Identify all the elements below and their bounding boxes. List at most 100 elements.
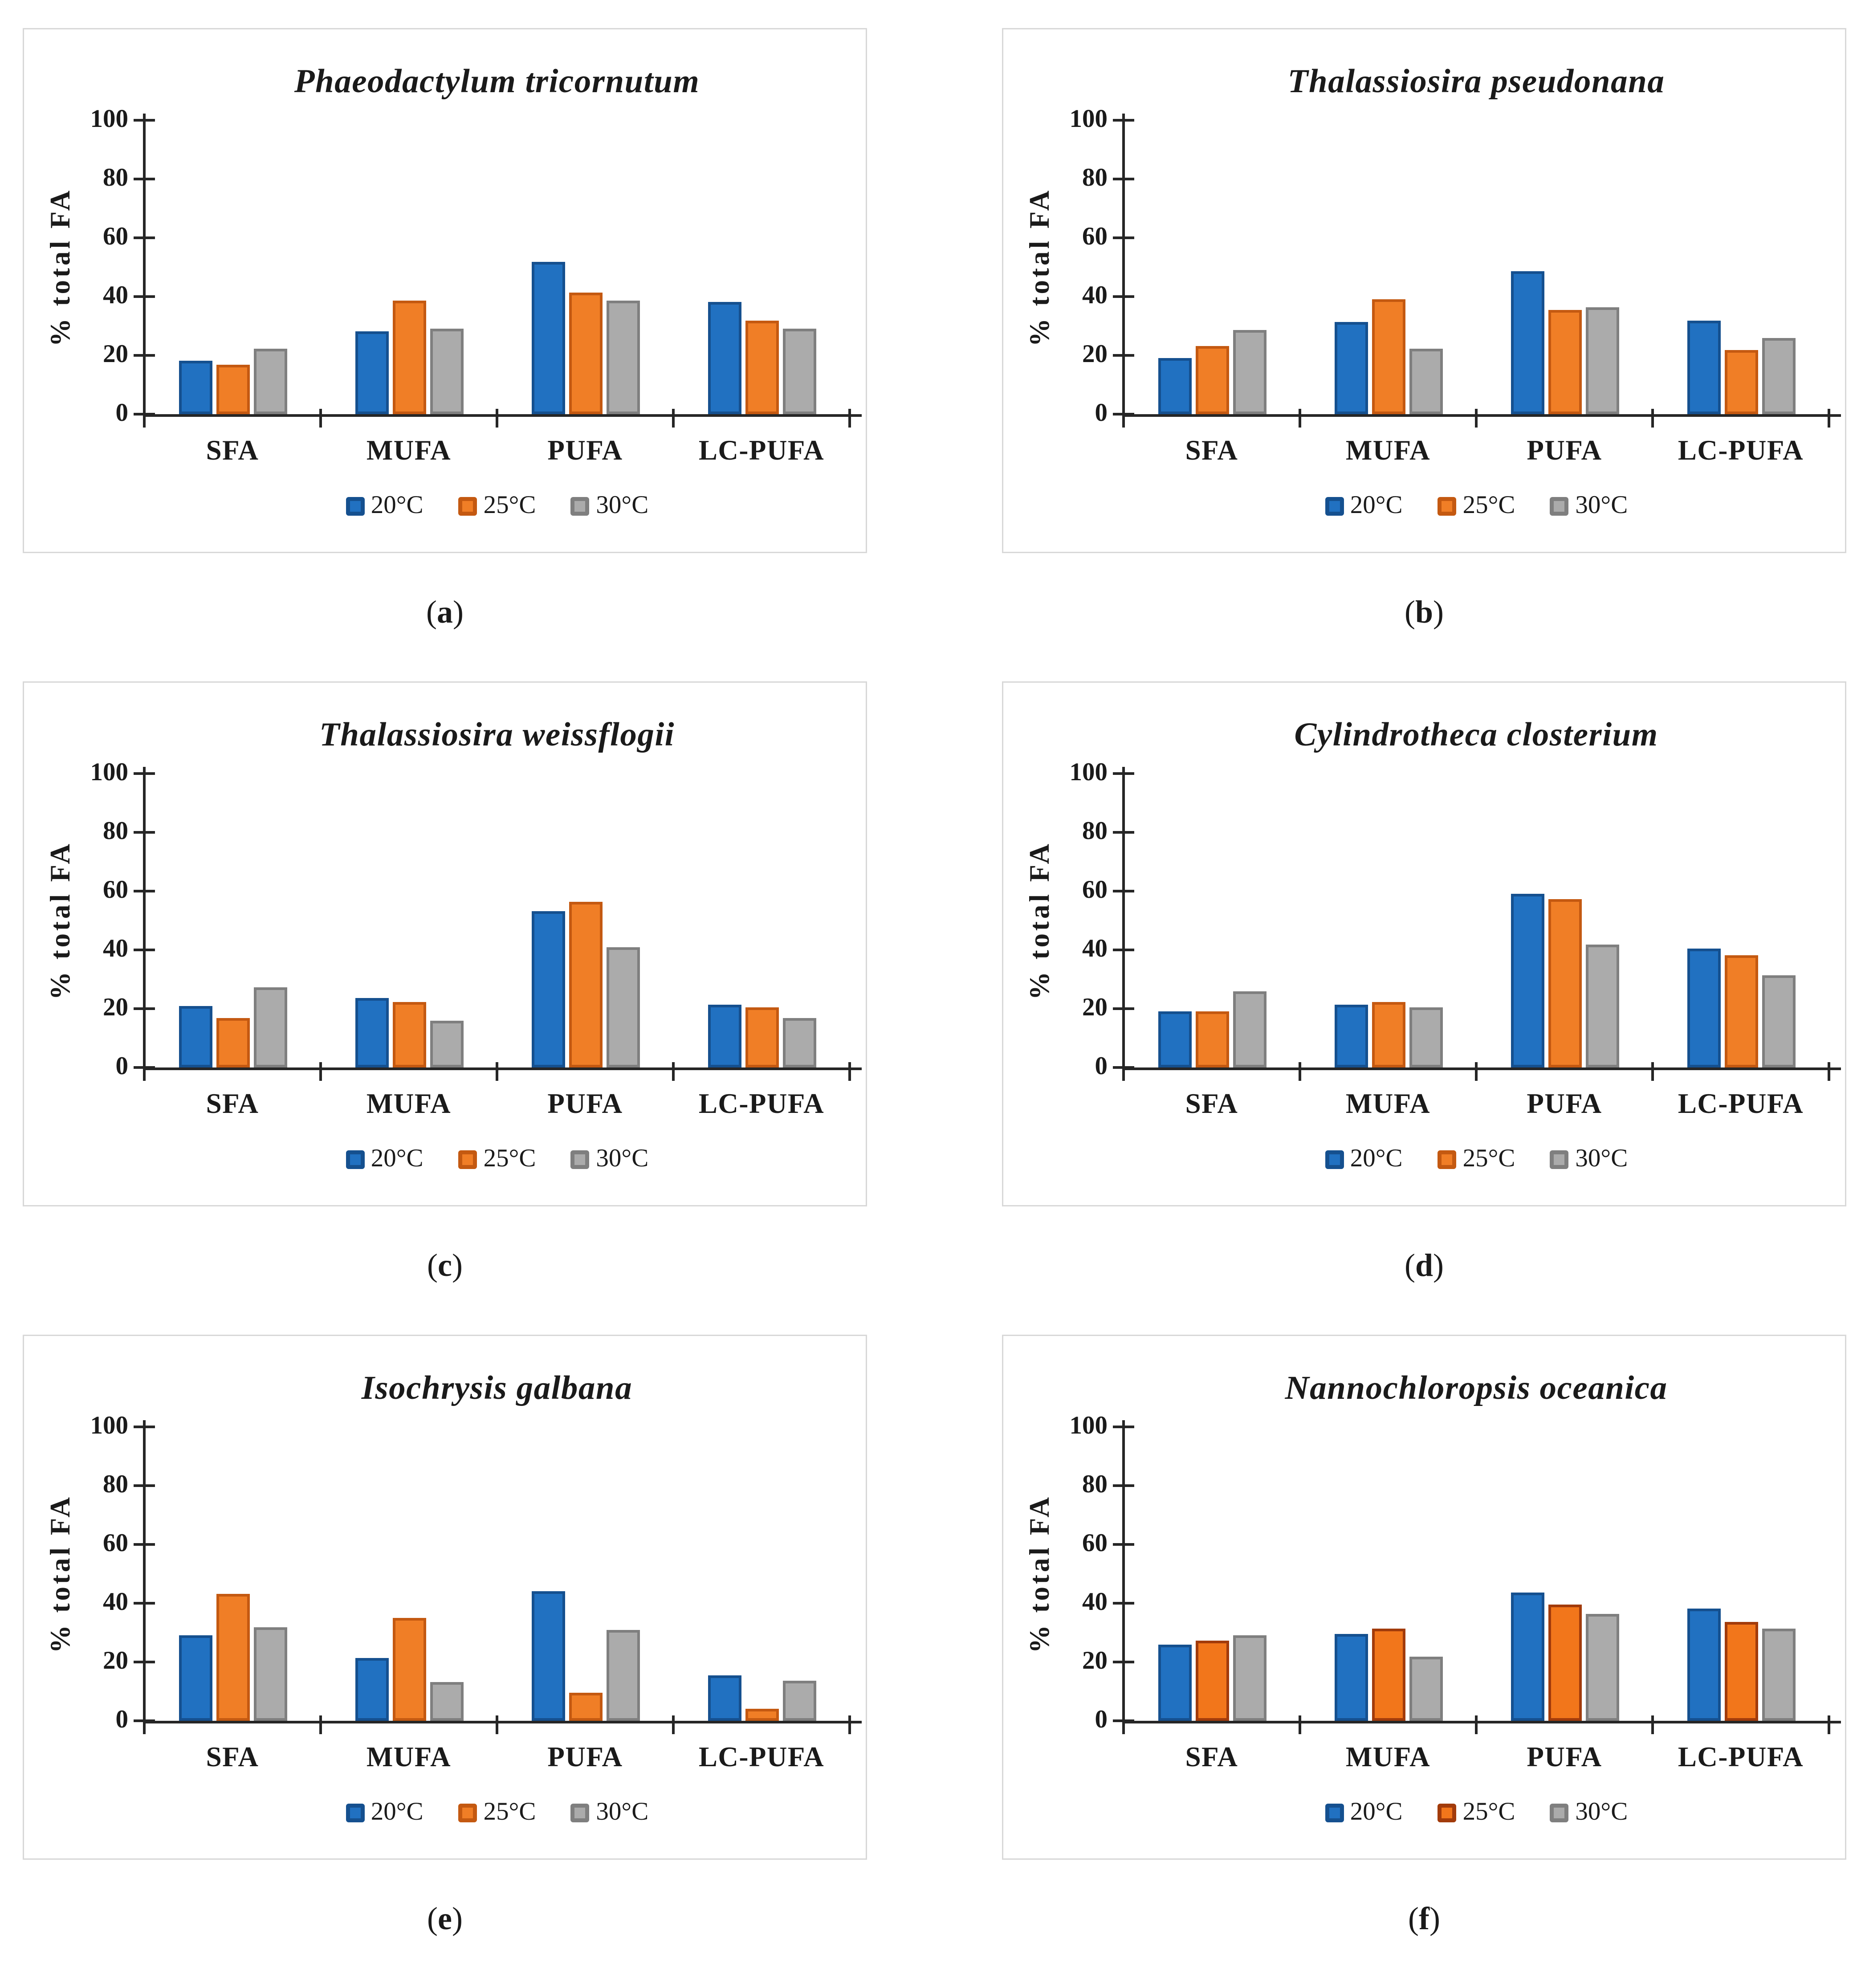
figure-cell-a: Phaeodactylum tricornutum% total FA 0 20 40… <box>23 28 867 681</box>
legend-label: 25°C <box>1462 1798 1515 1826</box>
bar <box>1548 310 1581 414</box>
y-tick-label: 60 <box>1082 223 1108 251</box>
y-tick-label: 40 <box>1082 282 1108 310</box>
bar <box>745 1709 778 1721</box>
bar <box>707 1004 741 1067</box>
bar <box>1371 1628 1405 1721</box>
bar <box>1157 1011 1191 1067</box>
x-category-label: PUFA <box>547 1088 623 1120</box>
y-tick-label: 20 <box>1082 994 1108 1022</box>
x-tick-mark <box>1828 409 1830 428</box>
legend-label: 25°C <box>483 1798 536 1826</box>
legend-label: 30°C <box>1575 1145 1628 1173</box>
x-category-label: LC-PUFA <box>698 1741 825 1773</box>
bar <box>1232 330 1266 414</box>
panel-caption-letter: c <box>438 1249 452 1284</box>
bar <box>1761 975 1795 1067</box>
legend-item: 25°C <box>1437 1798 1515 1828</box>
chart-panel-a: Phaeodactylum tricornutum% total FA 0 20 40… <box>23 28 867 553</box>
x-tick-mark <box>1475 1715 1478 1734</box>
chart-panel-e: Isochrysis galbana% total FA 0 20 40 60 80 100… <box>23 1335 867 1860</box>
x-axis-line <box>1122 1721 1841 1723</box>
y-axis-line <box>143 114 146 428</box>
x-category-label: MUFA <box>366 1741 452 1773</box>
y-tick-label: 20 <box>103 994 128 1022</box>
bar <box>1585 307 1619 414</box>
y-tick-label: 60 <box>1082 1530 1108 1558</box>
legend-item: 30°C <box>570 1798 648 1828</box>
bar <box>1548 1605 1581 1721</box>
legend: 20°C 25°C 30°C <box>1124 1145 1829 1174</box>
x-category-label: LC-PUFA <box>698 434 825 466</box>
x-axis-line <box>143 1067 862 1070</box>
y-tick-label: 100 <box>90 106 129 134</box>
x-category-label: PUFA <box>1527 1088 1602 1120</box>
bar <box>1334 1634 1368 1721</box>
panel-caption: (a) <box>426 596 464 631</box>
x-category-label: LC-PUFA <box>1678 1741 1804 1773</box>
bar <box>253 986 287 1067</box>
bar <box>1409 1656 1442 1721</box>
x-category-label: MUFA <box>1345 1741 1431 1773</box>
bar <box>216 364 249 414</box>
bar <box>253 348 287 414</box>
legend-label: 30°C <box>596 492 649 520</box>
x-category-label: LC-PUFA <box>1678 434 1804 466</box>
x-tick-mark <box>1828 1715 1830 1734</box>
panel-caption-letter: b <box>1415 596 1433 631</box>
bar <box>392 1618 426 1721</box>
bar <box>1510 271 1544 414</box>
y-tick-label: 20 <box>1082 341 1108 369</box>
bar <box>1724 349 1758 414</box>
figure-cell-b: Thalassiosira pseudonana% total FA 0 20 40 6… <box>1002 28 1846 681</box>
x-tick-mark <box>1651 1715 1654 1734</box>
legend-item: 20°C <box>345 1145 424 1174</box>
x-category-label: MUFA <box>366 1088 452 1120</box>
legend-swatch <box>1437 497 1456 516</box>
x-tick-mark <box>1828 1062 1830 1081</box>
legend-label: 20°C <box>371 492 424 520</box>
bar <box>1409 1007 1442 1067</box>
panel-caption: (e) <box>427 1902 463 1937</box>
legend-item: 20°C <box>1324 1145 1403 1174</box>
bar <box>531 1591 565 1721</box>
bar <box>178 1635 212 1721</box>
x-category-label: MUFA <box>366 434 452 466</box>
bar <box>606 301 639 414</box>
x-tick-mark <box>1651 1062 1654 1081</box>
x-category-label: SFA <box>206 434 259 466</box>
bar <box>707 302 741 414</box>
x-category-label: SFA <box>1185 1088 1238 1120</box>
legend-swatch <box>570 497 590 516</box>
legend-item: 30°C <box>1550 1798 1628 1828</box>
legend-swatch <box>458 1804 477 1822</box>
bar <box>1334 322 1368 414</box>
y-tick-label: 40 <box>1082 935 1108 963</box>
panel-caption-letter: e <box>438 1902 452 1937</box>
x-tick-mark <box>1475 1062 1478 1081</box>
y-tick-label: 20 <box>1082 1647 1108 1675</box>
legend-item: 25°C <box>1437 492 1515 521</box>
y-axis-line <box>1122 767 1125 1081</box>
chart-panel-b: Thalassiosira pseudonana% total FA 0 20 40 6… <box>1002 28 1846 553</box>
bar <box>707 1675 741 1721</box>
legend-swatch <box>458 1150 477 1169</box>
legend-swatch <box>1324 1150 1344 1169</box>
panel-caption-letter: d <box>1415 1249 1433 1284</box>
y-tick-label: 60 <box>103 223 128 251</box>
bar <box>568 1693 602 1721</box>
x-tick-mark <box>848 409 851 428</box>
chart-panel-d: Cylindrotheca closterium% total FA 0 20 40 6… <box>1002 681 1846 1206</box>
y-axis-line <box>143 767 146 1081</box>
y-tick-label: 60 <box>103 876 128 904</box>
legend-swatch <box>570 1804 590 1822</box>
bar <box>1157 358 1191 414</box>
legend-label: 30°C <box>596 1798 649 1826</box>
x-tick-mark <box>1299 409 1301 428</box>
legend-swatch <box>458 497 477 516</box>
legend-swatch <box>345 1150 364 1169</box>
y-tick-label: 0 <box>115 1706 129 1734</box>
bar <box>745 1007 778 1067</box>
legend-item: 20°C <box>345 492 424 521</box>
